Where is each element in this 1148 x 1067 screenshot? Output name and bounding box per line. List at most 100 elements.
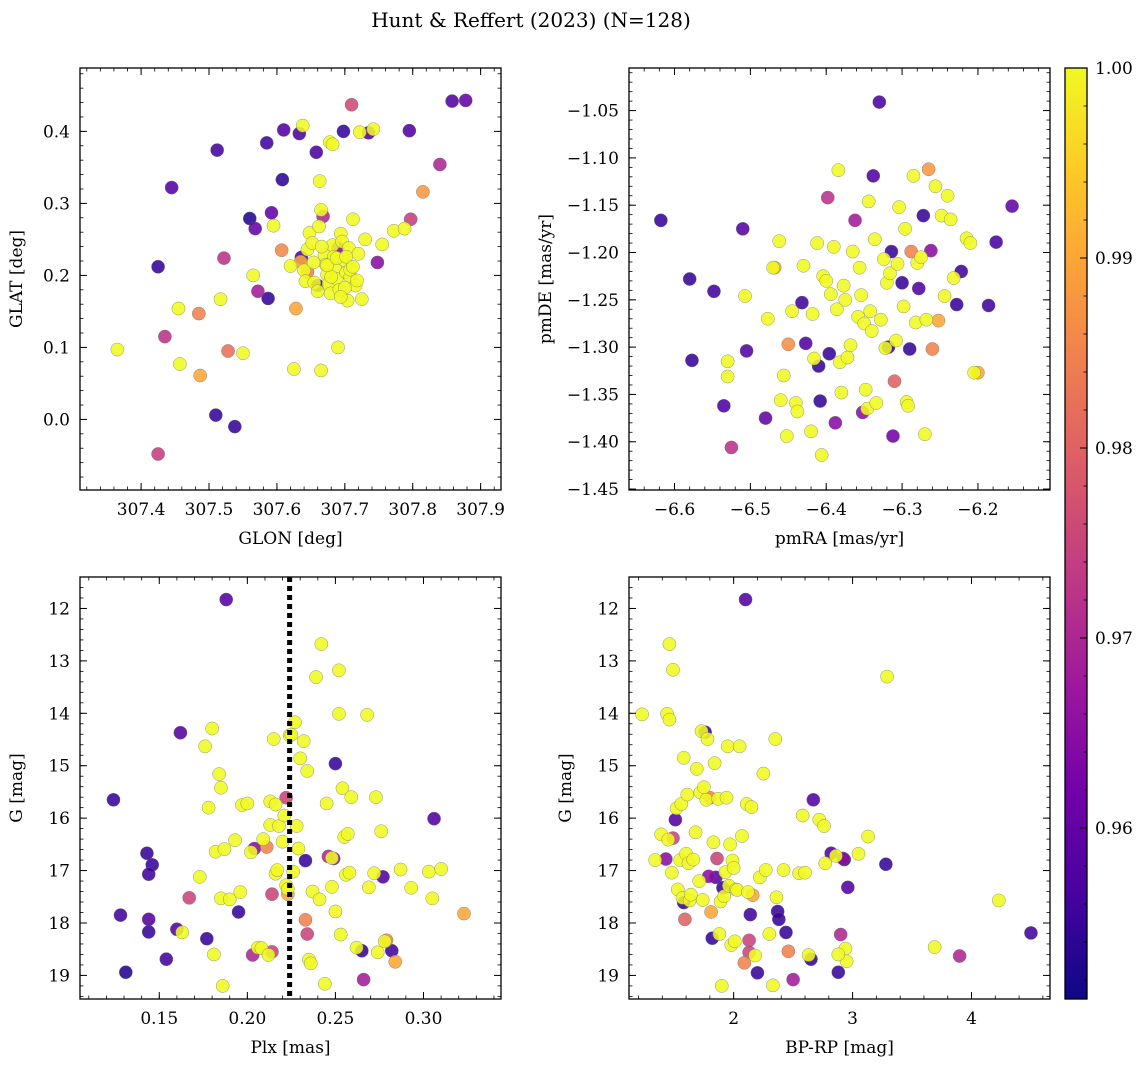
points-layer [654,95,1019,462]
scatter-point [927,940,942,954]
scatter-point [344,790,359,805]
scatter-point [719,790,734,805]
scatter-point [666,662,680,677]
y-tick-label: −1.10 [567,149,619,169]
y-tick-label: 18 [48,914,70,934]
scatter-point [335,781,350,796]
scatter-point [328,756,343,771]
scatter-point [140,846,154,861]
y-tick-label: −1.40 [567,433,619,453]
y-tick-label: 19 [48,966,70,986]
scatter-point [689,762,704,776]
y-tick-label: 14 [597,704,619,724]
scatter-point [838,292,853,307]
scatter-point [686,852,701,867]
scatter-point [240,796,255,811]
scatter-point [732,739,747,754]
scatter-point [830,302,844,317]
scatter-point [697,780,711,795]
y-axis-label: GLAT [deg] [7,230,27,328]
scatter-point [989,235,1003,249]
scatter-point [182,890,197,905]
x-tick-label: 0.25 [316,1009,354,1029]
scatter-point [902,342,917,356]
scatter-point [924,243,938,258]
scatter-panel-pmra-pmde: −6.6 −6.5 −6.4 −6.3 −6.2 −1.05 −1.10 −1.15 −1.20… [536,67,1051,549]
y-tick-label: 12 [597,599,619,619]
points-layer [110,93,473,461]
scatter-point [296,734,311,748]
scatter-point [738,592,753,607]
x-tick-label: 3 [847,1009,858,1029]
x-tick-label: 0.20 [228,1009,266,1029]
scatter-point [833,927,848,942]
scatter-point [714,979,729,993]
x-tick-label: 307.7 [320,500,369,520]
scatter-point [306,255,321,270]
y-axis-label: pmDE [mas/yr] [536,214,556,344]
scatter-point [776,863,791,877]
y-tick-label: 0.4 [43,122,70,142]
scatter-point [314,637,329,651]
scatter-point [259,136,274,150]
scatter-point [700,732,715,746]
axes-frame [628,576,1051,1000]
scatter-point [198,739,212,754]
scatter-point [233,885,248,899]
y-tick-label: 17 [597,862,619,882]
scatter-point [336,124,351,139]
scatter-point [352,125,367,139]
scatter-point [164,180,179,195]
scatter-point [212,767,227,781]
scatter-point [817,819,831,833]
scatter-point [192,870,207,884]
scatter-point [796,258,811,273]
scatter-point [786,972,800,987]
scatter-point [829,849,843,863]
scatter-point [813,394,828,408]
scatter-point [887,374,902,389]
scatter-point [319,796,334,811]
scatter-point [866,169,881,183]
scatter-point [207,947,221,962]
scatter-point [940,188,955,203]
scatter-point [773,393,788,407]
scatter-point [917,427,932,442]
scatter-point [310,284,325,299]
scatter-point [377,934,392,949]
scatter-point [739,344,754,358]
scatter-point [425,891,440,906]
scatter-point [854,288,868,302]
scatter-point [744,800,759,814]
scatter-point [118,965,133,980]
scatter-point [654,213,668,228]
y-tick-label: 12 [48,599,70,619]
x-tick-label: −6.5 [730,500,771,520]
scatter-point [289,819,304,833]
colorbar-tick-label: 1.00 [1095,59,1133,79]
scatter-point [928,179,943,194]
scatter-point [864,324,879,338]
scatter-point [680,787,695,802]
colorbar-tick-label: 0.97 [1095,629,1133,649]
scatter-point [375,237,390,252]
axes-frame [79,576,502,1000]
scatter-point [298,912,313,927]
y-tick-label: 18 [597,914,619,934]
scatter-point [141,867,156,882]
scatter-point [741,885,755,899]
scatter-point [925,342,940,356]
x-tick-label: 0.30 [405,1009,443,1029]
scatter-point [374,824,389,839]
scatter-point [738,289,752,303]
x-tick-label: 307.8 [388,500,437,520]
scatter-point [291,841,306,856]
scatter-point [295,118,310,133]
scatter-point [358,232,373,247]
scatter-point [768,732,783,746]
scatter-point [892,200,906,214]
scatter-point [356,972,371,987]
scatter-point [685,353,699,368]
scatter-point [692,874,707,888]
scatter-point [931,313,946,328]
